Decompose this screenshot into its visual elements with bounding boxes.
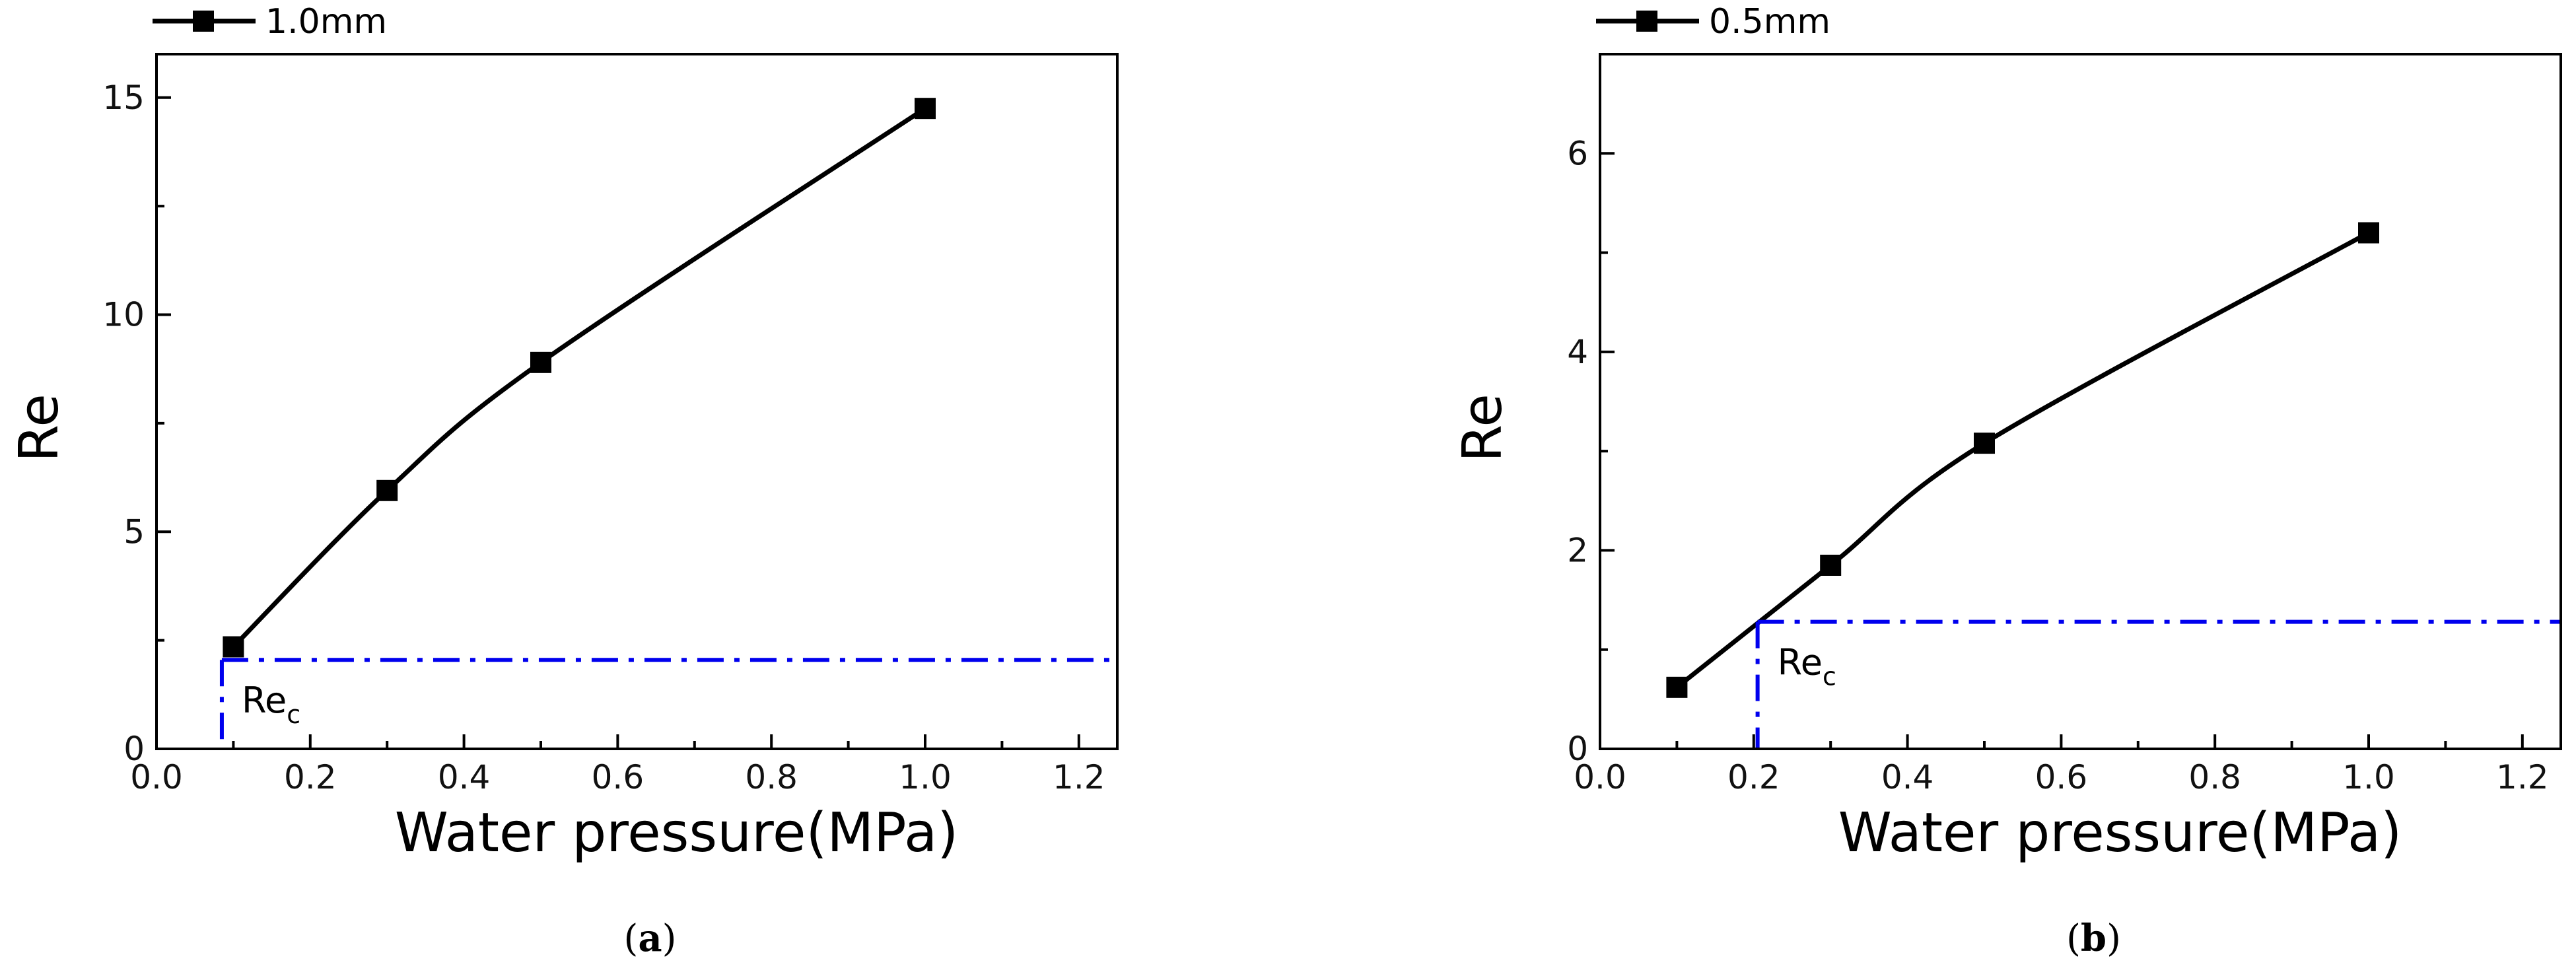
- y-tick-label: 5: [123, 512, 145, 551]
- data-point-marker: [1666, 676, 1688, 698]
- x-tick-label: 0.6: [2035, 758, 2088, 796]
- data-point-marker: [376, 479, 398, 501]
- x-tick-label: 0.4: [438, 758, 491, 796]
- legend-label: 1.0mm: [265, 2, 387, 42]
- x-axis-title: Water pressure(MPa): [395, 802, 958, 864]
- x-tick-label: 0.2: [1727, 758, 1780, 796]
- x-tick-label: 1.0: [899, 758, 952, 796]
- series-line: [1675, 230, 2370, 689]
- plot-area-frame: [155, 53, 1119, 750]
- x-tick-label: 0.8: [2188, 758, 2241, 796]
- x-tick-label: 0.2: [284, 758, 337, 796]
- y-tick-label: 15: [102, 79, 145, 117]
- data-point-marker: [2358, 222, 2379, 244]
- y-tick-label: 0: [123, 730, 145, 768]
- legend: 1.0mm: [153, 2, 387, 42]
- caption-open-paren: (: [2066, 917, 2081, 960]
- y-axis-title: Re: [8, 394, 71, 462]
- critical-re-subscript: c: [287, 700, 300, 729]
- y-tick-label: 2: [1567, 531, 1588, 569]
- critical-re-label: Rec: [1778, 642, 1836, 691]
- y-tick-label: 6: [1567, 134, 1588, 172]
- caption-close-paren: ): [2106, 917, 2121, 960]
- critical-re-text: Re: [242, 680, 287, 721]
- y-tick-label: 4: [1567, 333, 1588, 371]
- series-line: [231, 106, 926, 648]
- legend-label: 0.5mm: [1709, 2, 1830, 42]
- panel-caption: (b): [2066, 917, 2121, 960]
- x-tick-label: 0.0: [1574, 758, 1626, 796]
- caption-letter: a: [638, 917, 662, 960]
- x-tick-label: 0.4: [1881, 758, 1934, 796]
- x-axis-title: Water pressure(MPa): [1838, 802, 2402, 864]
- legend-square-marker: [193, 11, 214, 32]
- critical-re-subscript: c: [1823, 662, 1836, 691]
- plot-area-frame: [1599, 53, 2562, 750]
- critical-re-label: Rec: [242, 680, 300, 729]
- legend-square-marker: [1636, 11, 1657, 32]
- x-tick-label: 0.0: [130, 758, 183, 796]
- caption-letter: b: [2081, 917, 2106, 960]
- legend: 0.5mm: [1596, 2, 1830, 42]
- data-point-marker: [530, 351, 551, 373]
- data-point-marker: [223, 636, 244, 658]
- caption-open-paren: (: [623, 917, 638, 960]
- y-axis-title: Re: [1451, 394, 1514, 462]
- data-point-marker: [1820, 554, 1842, 576]
- data-point-marker: [1974, 433, 1995, 454]
- x-tick-label: 1.0: [2342, 758, 2395, 796]
- y-tick-label: 0: [1567, 730, 1588, 768]
- data-point-marker: [915, 98, 936, 120]
- x-tick-label: 1.2: [1053, 758, 1105, 796]
- x-tick-label: 0.8: [745, 758, 798, 796]
- caption-close-paren: ): [662, 917, 677, 960]
- y-tick-label: 10: [102, 296, 145, 334]
- x-tick-label: 0.6: [592, 758, 644, 796]
- critical-re-text: Re: [1778, 642, 1823, 683]
- panel-caption: (a): [623, 917, 676, 960]
- x-tick-label: 1.2: [2496, 758, 2549, 796]
